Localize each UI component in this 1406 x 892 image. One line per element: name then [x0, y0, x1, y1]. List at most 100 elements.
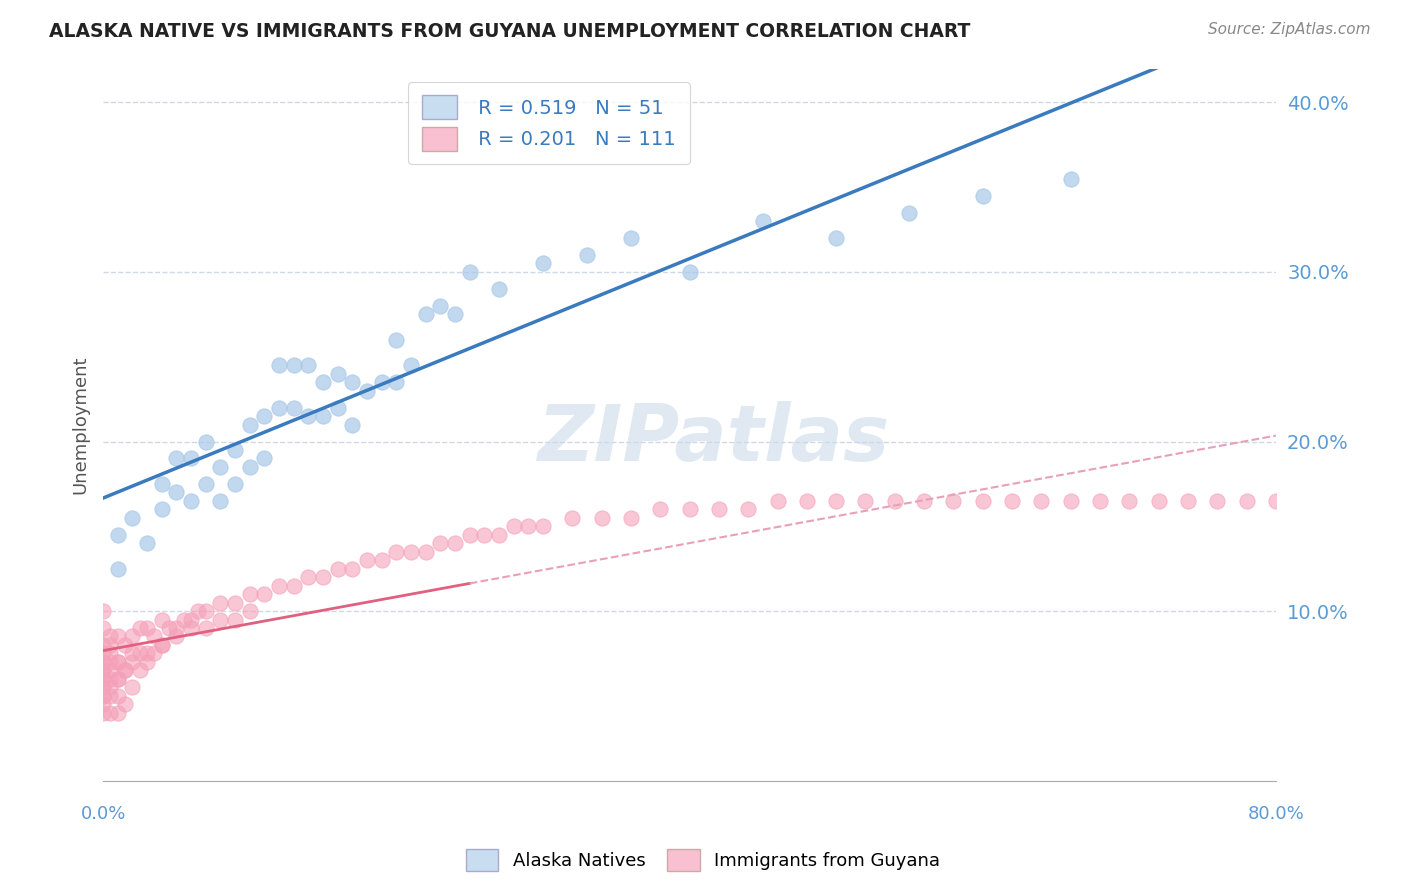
Point [399, 358, 422, 372]
Point [91, 647, 114, 661]
Point [100, 655, 122, 669]
Point [157, 621, 180, 635]
Point [100, 664, 122, 678]
Point [297, 570, 319, 584]
Point [91, 655, 114, 669]
Point [165, 485, 187, 500]
Point [297, 358, 319, 372]
Point [429, 536, 451, 550]
Point [444, 536, 467, 550]
Point [150, 638, 173, 652]
Point [187, 604, 209, 618]
Point [107, 672, 129, 686]
Point [136, 655, 159, 669]
Point [342, 562, 364, 576]
Point [239, 459, 262, 474]
Point [488, 282, 510, 296]
Point [209, 596, 232, 610]
Point [91, 681, 114, 695]
Point [173, 613, 195, 627]
Point [128, 664, 150, 678]
Point [180, 493, 202, 508]
Point [707, 502, 730, 516]
Point [312, 570, 335, 584]
Point [1265, 493, 1288, 508]
Point [855, 493, 877, 508]
Point [91, 681, 114, 695]
Point [121, 655, 143, 669]
Point [253, 409, 276, 423]
Point [796, 493, 818, 508]
Point [385, 545, 408, 559]
Point [678, 265, 700, 279]
Point [239, 417, 262, 432]
Legend:  R = 0.519   N = 51,  R = 0.201   N = 111: R = 0.519 N = 51, R = 0.201 N = 111 [408, 82, 689, 164]
Legend: Alaska Natives, Immigrants from Guyana: Alaska Natives, Immigrants from Guyana [458, 842, 948, 879]
Point [91, 664, 114, 678]
Point [561, 510, 583, 524]
Text: Source: ZipAtlas.com: Source: ZipAtlas.com [1208, 22, 1371, 37]
Point [312, 375, 335, 389]
Point [267, 358, 290, 372]
Point [239, 587, 262, 601]
Point [1177, 493, 1199, 508]
Point [100, 681, 122, 695]
Point [415, 307, 437, 321]
Point [91, 698, 114, 712]
Point [121, 510, 143, 524]
Point [107, 689, 129, 703]
Point [136, 621, 159, 635]
Point [143, 647, 166, 661]
Point [737, 502, 759, 516]
Point [1031, 493, 1053, 508]
Point [1118, 493, 1140, 508]
Text: 0.0%: 0.0% [80, 805, 125, 823]
Point [1147, 493, 1170, 508]
Point [385, 333, 408, 347]
Point [972, 188, 994, 202]
Point [1060, 171, 1083, 186]
Point [912, 493, 935, 508]
Point [150, 502, 173, 516]
Point [297, 409, 319, 423]
Point [239, 604, 262, 618]
Point [209, 459, 232, 474]
Point [107, 706, 129, 720]
Point [620, 510, 643, 524]
Point [180, 451, 202, 466]
Point [342, 375, 364, 389]
Point [224, 613, 246, 627]
Point [575, 248, 598, 262]
Y-axis label: Unemployment: Unemployment [72, 355, 89, 494]
Point [283, 358, 305, 372]
Point [150, 638, 173, 652]
Point [1236, 493, 1258, 508]
Point [107, 562, 129, 576]
Point [883, 493, 905, 508]
Point [766, 493, 789, 508]
Point [356, 553, 378, 567]
Point [91, 604, 114, 618]
Point [91, 689, 114, 703]
Point [194, 621, 217, 635]
Point [825, 231, 848, 245]
Point [1206, 493, 1229, 508]
Point [165, 451, 187, 466]
Point [91, 672, 114, 686]
Point [209, 493, 232, 508]
Point [107, 672, 129, 686]
Point [356, 384, 378, 398]
Point [107, 528, 129, 542]
Point [458, 528, 481, 542]
Point [385, 375, 408, 389]
Point [531, 519, 554, 533]
Point [114, 664, 136, 678]
Point [194, 604, 217, 618]
Point [326, 562, 349, 576]
Point [180, 621, 202, 635]
Point [825, 493, 848, 508]
Point [150, 613, 173, 627]
Point [91, 672, 114, 686]
Point [114, 698, 136, 712]
Point [91, 655, 114, 669]
